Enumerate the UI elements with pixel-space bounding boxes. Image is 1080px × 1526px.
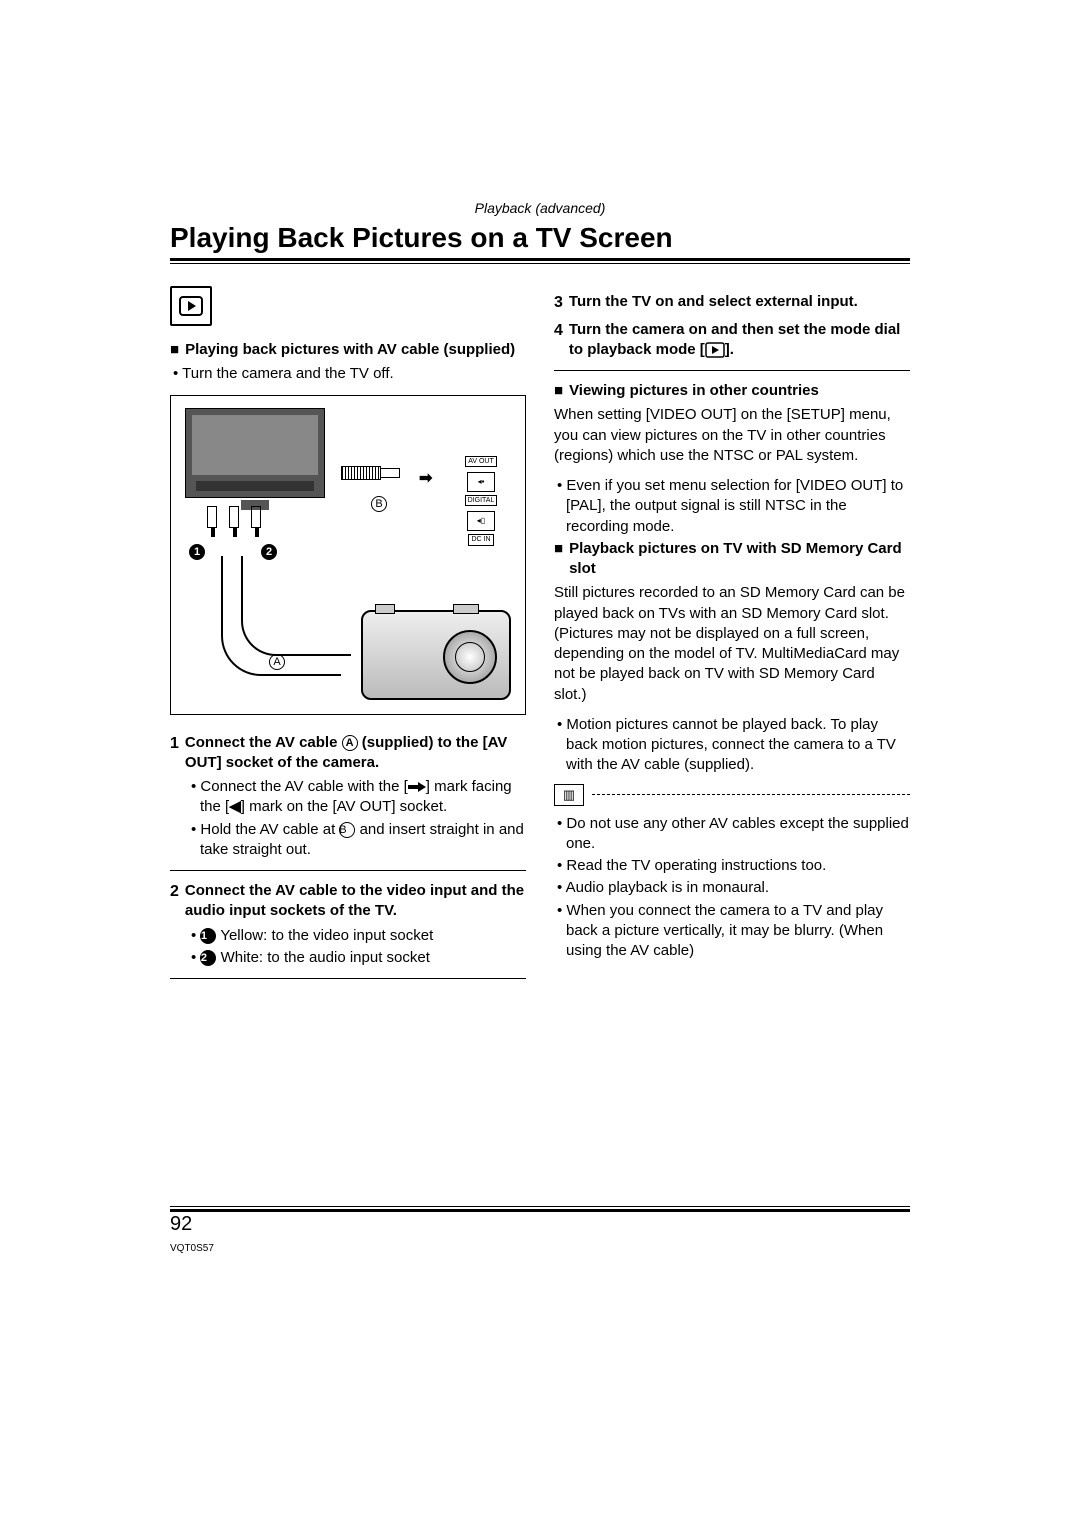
port-label: DC IN	[468, 534, 493, 545]
divider	[170, 978, 526, 979]
square-bullet-icon: ■	[554, 539, 563, 580]
footer-rule	[170, 1206, 910, 1212]
body-text: Still pictures recorded to an SD Memory …	[554, 583, 910, 624]
label-b-icon: B	[339, 822, 355, 838]
step-number: 2	[170, 881, 179, 922]
page-number: 92	[170, 1213, 192, 1236]
tv-illustration	[185, 408, 325, 498]
camera-ports: AV OUT ◂▪ DIGITAL ◂▯ DC IN	[451, 456, 511, 548]
label-1-icon: 1	[200, 928, 216, 944]
note-divider: ▥	[554, 784, 910, 806]
step-number: 3	[554, 292, 563, 314]
step-1-details: • Connect the AV cable with the [] mark …	[170, 777, 526, 860]
arrow-icon: ➡	[419, 468, 432, 490]
note-text: • Audio playback is in monaural.	[554, 878, 910, 898]
camera-illustration	[361, 610, 511, 700]
square-bullet-icon: ■	[170, 340, 179, 360]
step-2-details: • 1 Yellow: to the video input socket • …	[170, 926, 526, 969]
section-heading-text: Playback pictures on TV with SD Memory C…	[569, 539, 910, 580]
section-heading: ■ Viewing pictures in other countries	[554, 381, 910, 401]
connection-diagram: 1 2 ➡ B AV OUT ◂▪ DIGITAL ◂▯ DC IN A	[170, 395, 526, 715]
section-heading-text: Playing back pictures with AV cable (sup…	[185, 340, 515, 360]
step-text: Turn the TV on and select external input…	[569, 292, 910, 314]
tv-jacks	[201, 506, 267, 533]
step-4: 4 Turn the camera on and then set the mo…	[554, 320, 910, 361]
divider	[170, 870, 526, 871]
av-out-port: ◂▪	[467, 472, 495, 492]
cable-line	[241, 556, 351, 656]
playback-mode-icon	[170, 286, 212, 326]
step-3: 3 Turn the TV on and select external inp…	[554, 292, 910, 314]
label-2-icon: 2	[200, 950, 216, 966]
bullet-text: • 2 White: to the audio input socket	[188, 948, 526, 968]
note-text: • Do not use any other AV cables except …	[554, 814, 910, 855]
body-text: (Pictures may not be displayed on a full…	[554, 624, 910, 705]
port-label: DIGITAL	[465, 495, 498, 506]
bullet-text: • Connect the AV cable with the [] mark …	[188, 777, 526, 818]
bullet-text: • 1 Yellow: to the video input socket	[188, 926, 526, 946]
diagram-label-a: A	[269, 654, 285, 670]
step-text: Turn the camera on and then set the mode…	[569, 320, 910, 361]
body-text: When setting [VIDEO OUT] on the [SETUP] …	[554, 405, 910, 466]
digital-port: ◂▯	[467, 511, 495, 531]
breadcrumb: Playback (advanced)	[170, 200, 910, 216]
left-column: ■ Playing back pictures with AV cable (s…	[170, 286, 526, 989]
title-rule	[170, 258, 910, 261]
document-code: VQT0S57	[170, 1243, 214, 1254]
manual-page: Playback (advanced) Playing Back Picture…	[170, 200, 910, 989]
cable-plug	[341, 466, 411, 486]
step-text: Connect the AV cable A (supplied) to the…	[185, 733, 526, 774]
square-bullet-icon: ■	[554, 381, 563, 401]
title-rule	[170, 263, 910, 264]
step-text: Connect the AV cable to the video input …	[185, 881, 526, 922]
divider	[554, 370, 910, 371]
step-number: 4	[554, 320, 563, 361]
note-text: • When you connect the camera to a TV an…	[554, 901, 910, 962]
section-heading: ■ Playback pictures on TV with SD Memory…	[554, 539, 910, 580]
bullet-text: • Hold the AV cable at B and insert stra…	[188, 820, 526, 861]
label-a-icon: A	[342, 735, 358, 751]
page-title: Playing Back Pictures on a TV Screen	[170, 222, 910, 254]
bullet-text: • Motion pictures cannot be played back.…	[554, 715, 910, 776]
section-heading-text: Viewing pictures in other countries	[569, 381, 819, 401]
note-icon: ▥	[554, 784, 584, 806]
step-2: 2 Connect the AV cable to the video inpu…	[170, 881, 526, 922]
content-columns: ■ Playing back pictures with AV cable (s…	[170, 286, 910, 989]
right-column: 3 Turn the TV on and select external inp…	[554, 286, 910, 989]
step-1: 1 Connect the AV cable A (supplied) to t…	[170, 733, 526, 774]
diagram-label-b: B	[371, 496, 387, 512]
diagram-label-1: 1	[189, 544, 205, 560]
body-bullet: • Turn the camera and the TV off.	[170, 364, 526, 384]
bullet-text: Turn the camera and the TV off.	[182, 365, 394, 382]
note-text: • Read the TV operating instructions too…	[554, 856, 910, 876]
step-number: 1	[170, 733, 179, 774]
bullet-text: • Even if you set menu selection for [VI…	[554, 476, 910, 537]
section-heading: ■ Playing back pictures with AV cable (s…	[170, 340, 526, 360]
port-label: AV OUT	[465, 456, 497, 467]
